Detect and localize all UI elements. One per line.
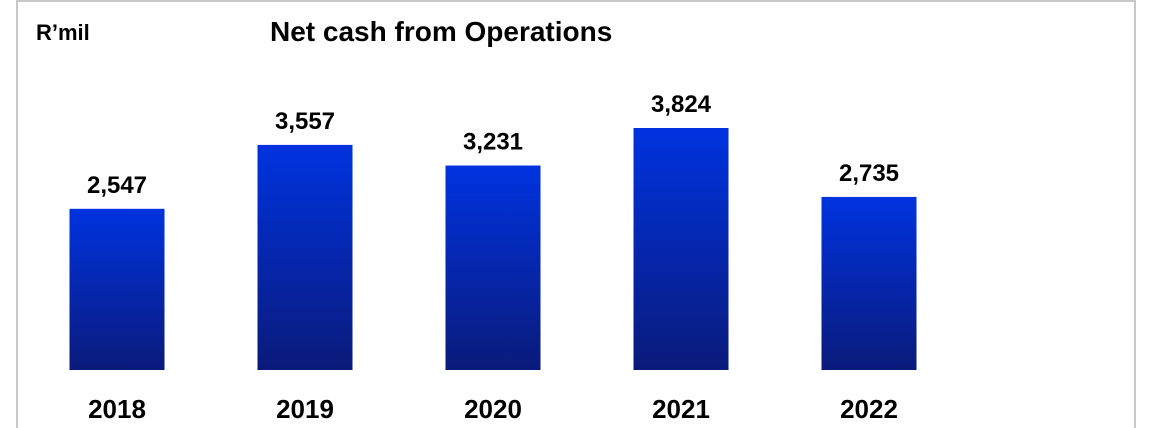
bar-2018 — [70, 209, 165, 370]
value-label-2019: 3,557 — [275, 108, 335, 135]
bars-layer — [70, 128, 917, 370]
bar-2021 — [634, 128, 729, 370]
category-labels-layer: 2018 2019 2020 2021 2022 — [88, 394, 898, 424]
value-label-2022: 2,735 — [839, 160, 899, 187]
category-label-2022: 2022 — [840, 394, 898, 424]
bar-2020 — [446, 166, 541, 370]
value-label-2020: 3,231 — [463, 129, 523, 156]
category-label-2020: 2020 — [464, 394, 522, 424]
category-label-2019: 2019 — [276, 394, 334, 424]
value-label-2018: 2,547 — [87, 172, 147, 199]
category-label-2018: 2018 — [88, 394, 146, 424]
bar-2022 — [822, 197, 917, 370]
value-label-2021: 3,824 — [651, 91, 712, 118]
category-label-2021: 2021 — [652, 394, 710, 424]
bar-2019 — [258, 145, 353, 370]
